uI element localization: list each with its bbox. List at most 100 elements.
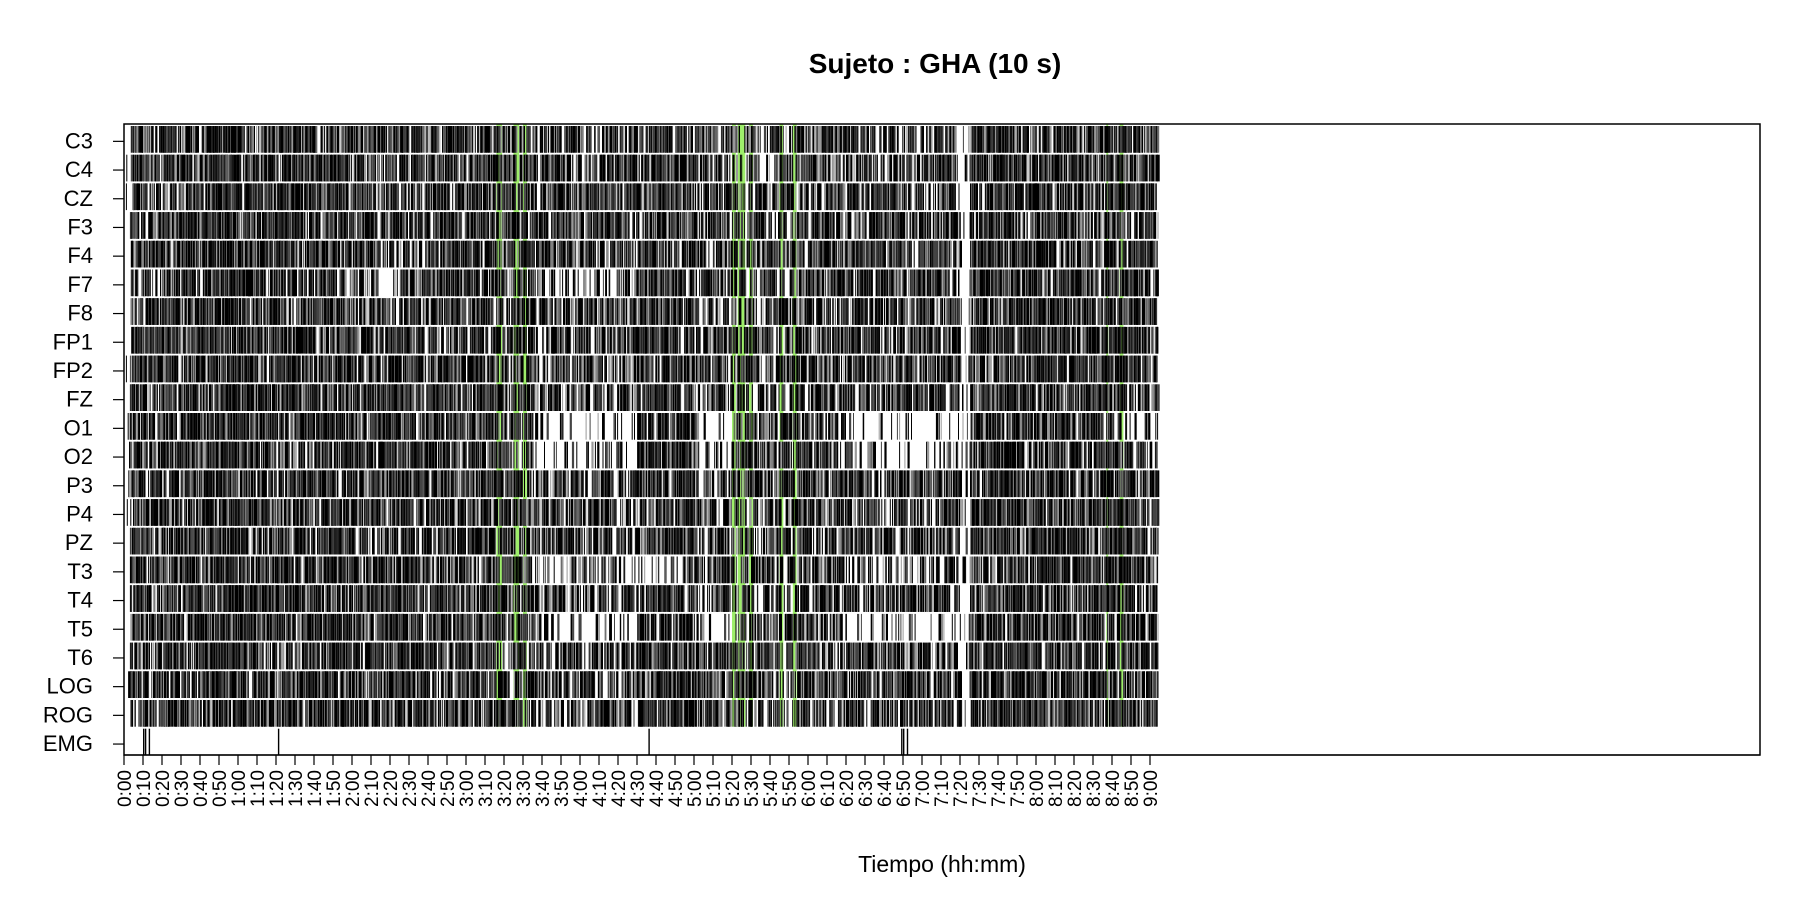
- epoch-mark: [140, 155, 141, 182]
- epoch-mark: [780, 155, 781, 182]
- epoch-mark: [716, 155, 717, 182]
- epoch-mark: [774, 155, 775, 182]
- epoch-mark: [607, 155, 608, 182]
- epoch-mark: [372, 155, 373, 182]
- epoch-mark: [1095, 183, 1096, 210]
- epoch-mark: [1076, 126, 1078, 153]
- epoch-mark: [136, 126, 137, 153]
- epoch-mark: [438, 212, 439, 239]
- epoch-mark: [701, 212, 702, 239]
- epoch-mark: [1000, 183, 1001, 210]
- epoch-mark: [685, 126, 686, 153]
- epoch-mark: [192, 155, 193, 182]
- epoch-mark: [1124, 126, 1125, 153]
- epoch-mark: [724, 212, 725, 239]
- epoch-mark: [1058, 183, 1059, 210]
- epoch-mark: [183, 212, 184, 239]
- epoch-mark: [175, 155, 176, 182]
- epoch-mark: [1043, 155, 1044, 182]
- epoch-mark: [274, 126, 275, 153]
- epoch-mark: [358, 126, 359, 153]
- epoch-mark: [495, 183, 496, 210]
- epoch-mark: [134, 212, 135, 239]
- epoch-mark: [475, 126, 476, 153]
- epoch-mark: [384, 126, 385, 153]
- epoch-mark: [839, 212, 840, 239]
- epoch-mark: [167, 155, 168, 182]
- epoch-mark: [400, 126, 401, 153]
- epoch-mark: [232, 155, 233, 182]
- epoch-mark: [766, 183, 767, 210]
- epoch-mark: [1023, 183, 1024, 210]
- epoch-mark: [375, 126, 376, 153]
- epoch-mark: [262, 126, 263, 153]
- epoch-mark: [518, 183, 519, 210]
- epoch-mark: [732, 155, 734, 182]
- epoch-mark: [850, 155, 851, 182]
- epoch-mark: [1075, 155, 1076, 182]
- epoch-mark: [728, 183, 729, 210]
- epoch-mark: [894, 183, 895, 210]
- epoch-mark: [947, 183, 948, 210]
- epoch-mark: [249, 212, 250, 239]
- epoch-mark: [1037, 155, 1038, 182]
- epoch-mark: [638, 183, 639, 210]
- epoch-mark: [1120, 155, 1121, 182]
- epoch-mark: [364, 155, 366, 182]
- epoch-mark: [1116, 183, 1117, 210]
- epoch-mark: [783, 126, 784, 153]
- epoch-mark: [530, 155, 531, 182]
- epoch-mark: [734, 212, 735, 239]
- epoch-mark: [1158, 126, 1159, 153]
- epoch-mark: [505, 183, 506, 210]
- epoch-mark: [857, 126, 858, 153]
- epoch-mark: [686, 155, 687, 182]
- epoch-mark: [987, 155, 988, 182]
- epoch-mark: [235, 212, 236, 239]
- epoch-mark: [910, 212, 911, 239]
- epoch-mark: [736, 183, 737, 210]
- epoch-mark: [246, 126, 247, 153]
- epoch-mark: [1138, 183, 1139, 210]
- epoch-mark: [943, 126, 944, 153]
- epoch-mark: [740, 155, 741, 182]
- epoch-marks: [126, 126, 1160, 755]
- epoch-mark: [317, 126, 318, 153]
- epoch-mark: [732, 212, 733, 239]
- epoch-mark: [1138, 155, 1139, 182]
- epoch-mark: [1158, 155, 1160, 182]
- epoch-mark: [676, 212, 677, 239]
- epoch-mark: [617, 126, 618, 153]
- epoch-mark: [881, 212, 882, 239]
- epoch-mark: [334, 155, 335, 182]
- epoch-mark: [349, 155, 350, 182]
- epoch-mark: [649, 183, 651, 210]
- epoch-mark: [404, 212, 405, 239]
- epoch-mark: [953, 212, 954, 239]
- epoch-mark: [161, 155, 162, 182]
- epoch-mark: [189, 183, 190, 210]
- epoch-mark: [948, 183, 949, 210]
- epoch-mark: [886, 126, 887, 153]
- epoch-mark: [1123, 126, 1124, 153]
- epoch-mark: [240, 183, 241, 210]
- epoch-mark: [133, 126, 134, 153]
- epoch-mark: [368, 126, 369, 153]
- epoch-mark: [409, 155, 410, 182]
- epoch-mark: [576, 212, 577, 239]
- epoch-mark: [818, 212, 819, 239]
- epoch-mark: [274, 155, 275, 182]
- epoch-mark: [482, 212, 483, 239]
- epoch-mark: [629, 212, 630, 239]
- epoch-mark: [147, 183, 148, 210]
- epoch-mark: [832, 155, 834, 182]
- epoch-mark: [633, 183, 634, 210]
- epoch-mark: [1092, 183, 1093, 210]
- epoch-mark: [1147, 155, 1148, 182]
- epoch-mark: [763, 212, 764, 239]
- epoch-mark: [646, 183, 647, 210]
- epoch-mark: [503, 126, 505, 153]
- epoch-mark: [754, 155, 756, 182]
- epoch-mark: [601, 212, 603, 239]
- epoch-mark: [661, 212, 662, 239]
